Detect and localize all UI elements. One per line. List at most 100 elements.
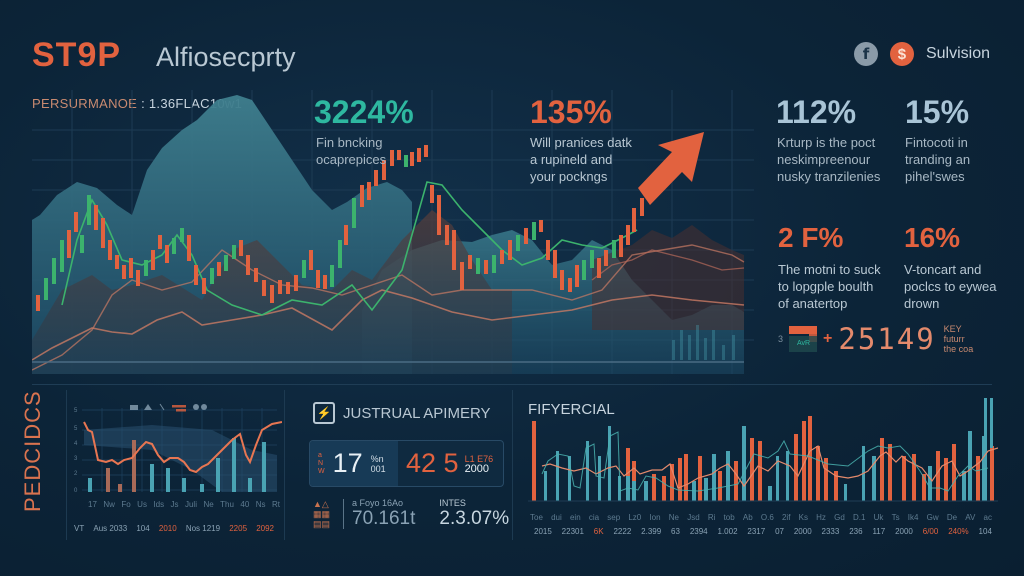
panel-separator xyxy=(284,390,285,540)
kpi-desc-line: Krturp is the poct xyxy=(777,135,876,150)
bottom-right-x-sublabels: 2015 22301 6K 2222 2.399 63 2394 1.002 2… xyxy=(534,527,992,536)
x-sub-label: 1.002 xyxy=(717,527,738,536)
stat-b-value: 2.3.07% xyxy=(439,508,510,529)
ticker-sub-label: AvR xyxy=(797,340,811,347)
stat-a-value: 70.161t xyxy=(352,508,416,529)
kpi-value-3: 112% xyxy=(776,94,857,130)
x-sub-label: 117 xyxy=(872,527,886,536)
trend-line-orange xyxy=(83,421,282,474)
moving-average-line-1 xyxy=(32,289,745,361)
kpi-desc-line: drown xyxy=(904,296,940,311)
x-label: 40 xyxy=(240,500,250,509)
kpi-desc-line: tranding an xyxy=(905,152,971,167)
x-label: D.1 xyxy=(852,513,866,522)
stat-a-label: a Foyo 16Ao xyxy=(352,498,404,508)
svg-text:5: 5 xyxy=(74,426,78,432)
kpi-desc-line: to lopgple boulth xyxy=(778,279,874,294)
panel-separator xyxy=(512,390,513,540)
stat-box-left-label: a N W xyxy=(318,452,325,476)
y-tick: 5 xyxy=(74,408,78,414)
kpi-value-5: 2 F% xyxy=(778,222,844,253)
x-label: Jsd xyxy=(687,513,700,522)
kpi-desc-line: Fin bncking xyxy=(316,135,383,150)
x-sub-label: 104 xyxy=(978,527,992,536)
bottom-left-title: PEDCIDCS xyxy=(20,390,60,512)
middle-panel-title: JUSTRUAL APIMERY xyxy=(343,404,491,422)
stat-box-left-sup: %n 001 xyxy=(371,454,386,474)
vertical-title: PEDCIDCS xyxy=(20,390,45,512)
divider xyxy=(343,499,344,529)
performance-label: PERSURMANOE xyxy=(32,96,138,111)
x-sub-label: 240% xyxy=(948,527,969,536)
x-label: Fo xyxy=(121,500,131,509)
x-label: Js xyxy=(170,500,179,509)
ticker-flag-icon: AvR xyxy=(789,326,818,352)
bottom-left-x-axis: 17 Nw Fo Us Ids Js Juli Ne Thu 40 Ns Rt xyxy=(88,500,280,509)
kpi-desc-line: neskimpreenour xyxy=(777,152,871,167)
kpi-desc-line: a rupineld and xyxy=(530,152,613,167)
stat-box[interactable]: a N W 17 %n 001 42 5 L1 E76 2000 xyxy=(309,440,504,487)
main-candlestick-chart[interactable] xyxy=(32,90,754,374)
ticker-key-line: KEY xyxy=(943,324,962,334)
facebook-icon[interactable]: f xyxy=(853,42,878,66)
x-label: Lz0 xyxy=(628,513,642,522)
x-label: Uk xyxy=(873,513,884,522)
x-label: tob xyxy=(723,513,735,522)
x-label: Hz xyxy=(816,513,826,522)
sup-line: 001 xyxy=(370,463,386,474)
brand-label[interactable]: Sulvision xyxy=(925,45,990,62)
uptrend-arrow-icon xyxy=(638,132,704,205)
x-label: Gw xyxy=(926,513,939,522)
stat-b-label: INTES xyxy=(439,498,466,508)
svg-text:0: 0 xyxy=(74,488,78,494)
x-label: Rt xyxy=(271,500,280,509)
x-label: Us xyxy=(137,500,147,509)
sup-line: %n xyxy=(370,453,384,464)
kpi-desc-line: Fintocoti in xyxy=(905,135,968,150)
x-sub-label: 2205 xyxy=(229,524,248,533)
bars xyxy=(88,438,266,492)
kpi-desc-line: pihel'swes xyxy=(905,169,965,184)
bottom-left-chart[interactable]: 5 5 4 3 2 0 xyxy=(72,400,282,500)
price-line-teal xyxy=(541,431,989,492)
x-label: Ns xyxy=(255,500,266,509)
middle-bottom-stats: ▲△ ▦▦ ▤▤ a Foyo 16Ao 70.161t INTES 2.3.07% xyxy=(313,498,509,530)
x-sub-label: 2317 xyxy=(747,527,766,536)
dollar-icon[interactable]: $ xyxy=(889,42,914,66)
bottom-right-title: FIFYERCIAL xyxy=(528,401,615,418)
x-label: 2if xyxy=(781,513,791,522)
ticker-key: KEY futurr the coa xyxy=(944,324,974,354)
bottom-right-bar-chart[interactable] xyxy=(528,396,998,504)
stat-box-left-value: 17 xyxy=(332,448,363,478)
x-label: Juli xyxy=(184,500,197,509)
label-char: N xyxy=(318,459,324,467)
x-sub-label: 236 xyxy=(849,527,863,536)
ticker-key-line: futurr xyxy=(943,334,965,344)
kpi-desc-line: Will pranices datk xyxy=(530,135,632,150)
x-label: Nw xyxy=(103,500,115,509)
kpi-desc-2: Will pranices datk a rupineld and your p… xyxy=(530,134,632,185)
x-sub-label: 2092 xyxy=(256,524,274,533)
kpi-value-4: 15% xyxy=(905,94,970,130)
x-label: Ab xyxy=(742,513,753,522)
section-divider xyxy=(32,384,992,385)
x-label: 17 xyxy=(88,500,97,509)
x-sub-label: 6/00 xyxy=(922,527,939,536)
kpi-desc-line: V-toncart and xyxy=(904,262,982,277)
x-label: Gd xyxy=(834,513,845,522)
stat-box-right-value: 42 5 xyxy=(406,448,459,478)
stat-b: INTES 2.3.07% xyxy=(439,498,509,530)
stat-box-right-sup: L1 E76 2000 xyxy=(465,454,494,475)
x-label: ac xyxy=(983,513,992,522)
x-label: Ks xyxy=(798,513,808,522)
ticker-value: 25149 xyxy=(838,322,936,356)
kpi-desc-line: your pockngs xyxy=(530,169,608,184)
x-sub-label: 6K xyxy=(593,527,604,536)
price-line-orange xyxy=(541,445,998,489)
x-label: sep xyxy=(607,513,621,522)
label-char: a xyxy=(318,451,322,459)
x-label: ein xyxy=(569,513,581,522)
bottom-right-x-axis: Toe dui ein cia sep Lz0 Ion Ne Jsd Ri to… xyxy=(530,513,992,522)
legend-icons xyxy=(130,403,207,412)
x-label: cia xyxy=(588,513,600,522)
